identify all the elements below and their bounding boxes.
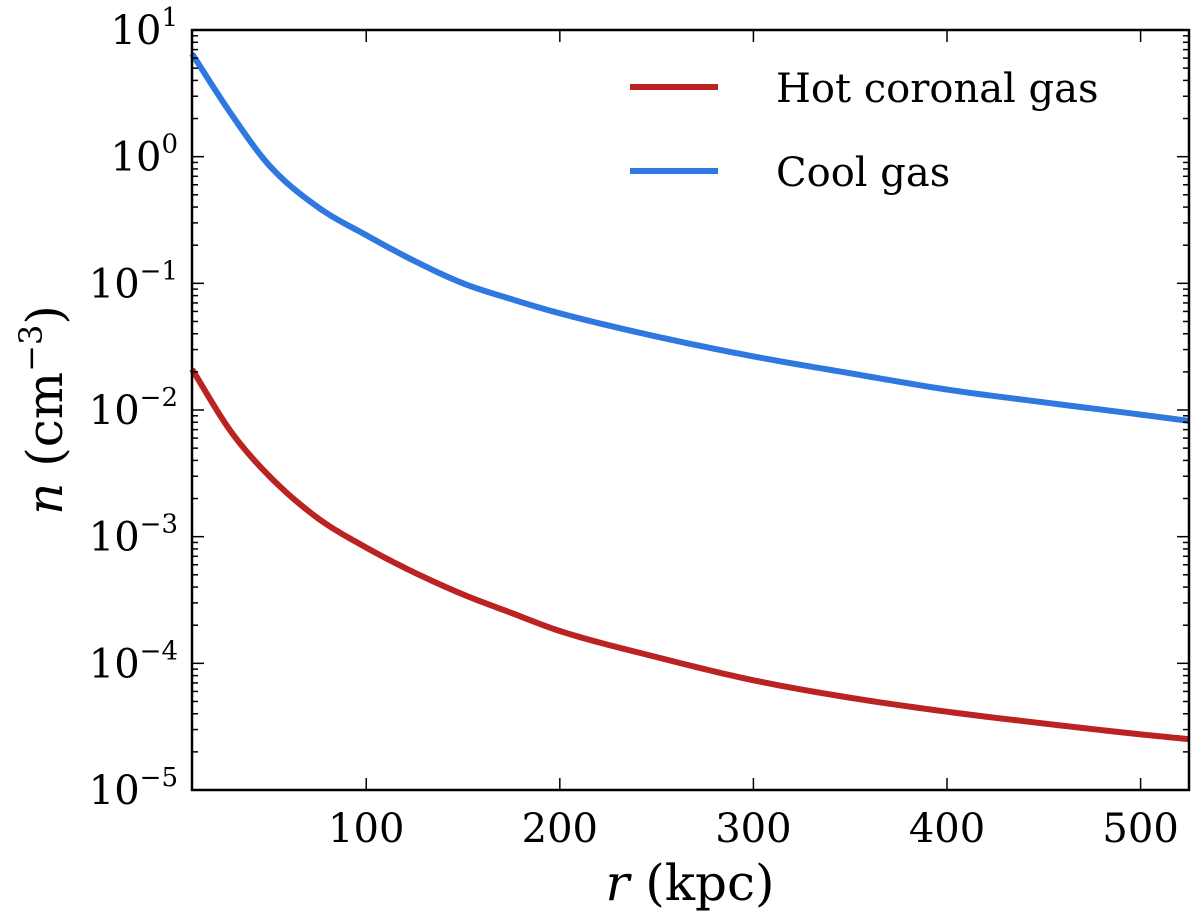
x-tick-label: 400 — [909, 806, 985, 852]
legend-label-cool: Cool gas — [776, 150, 950, 196]
plot-background — [192, 30, 1189, 790]
y-tick-label: 101 — [111, 3, 178, 54]
y-tick-labels: 10−5 10−4 10−3 10−2 10−1 100 101 — [89, 3, 178, 814]
x-tick-label: 300 — [715, 806, 791, 852]
x-tick-label: 500 — [1102, 806, 1178, 852]
y-axis-label: n (cm−3) — [12, 305, 74, 515]
y-tick-label: 10−1 — [89, 256, 178, 307]
y-axis-variable: n — [16, 483, 74, 515]
y-tick-label: 100 — [111, 130, 178, 181]
series-line-1 — [189, 52, 1190, 424]
y-tick-label: 10−2 — [89, 383, 178, 434]
x-axis-variable: r — [605, 854, 632, 912]
plot-frame — [190, 28, 1191, 792]
series-line-0 — [189, 367, 1190, 743]
x-tick-label: 100 — [328, 806, 404, 852]
series-layer — [189, 52, 1190, 743]
legend-label-hot: Hot coronal gas — [776, 66, 1099, 112]
x-tick-labels: 100 200 300 400 500 — [328, 806, 1179, 852]
y-axis-unit-open: (cm — [16, 372, 74, 483]
y-tick-label: 10−3 — [89, 510, 178, 561]
x-tick-label: 200 — [522, 806, 598, 852]
y-tick-label: 10−4 — [89, 636, 178, 687]
y-axis-unit-exp: −3 — [12, 325, 50, 372]
y-axis-unit-close: ) — [16, 305, 74, 325]
x-axis-unit: (kpc) — [629, 854, 774, 912]
y-tick-label: 10−5 — [89, 763, 178, 814]
x-axis-label: r (kpc) — [605, 854, 774, 912]
legend: Hot coronal gas Cool gas — [630, 66, 1099, 196]
